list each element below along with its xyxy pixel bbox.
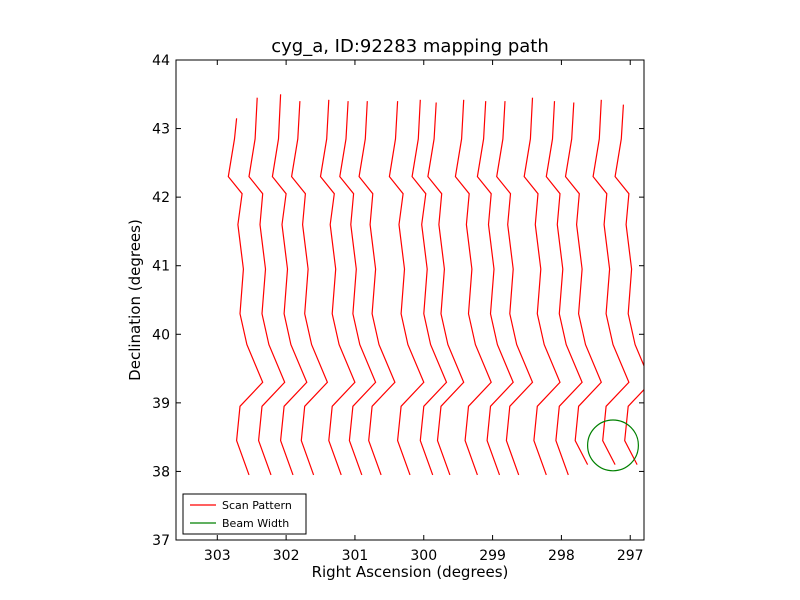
plot-content xyxy=(227,94,644,476)
scan-column xyxy=(592,99,630,465)
y-tick-label: 41 xyxy=(152,259,170,275)
scan-column xyxy=(411,99,448,476)
y-tick-label: 37 xyxy=(152,533,170,549)
x-tick-label: 303 xyxy=(204,548,231,564)
scan-column xyxy=(614,104,644,465)
y-axis-label: Declination (degrees) xyxy=(126,219,144,381)
x-tick-label: 300 xyxy=(410,548,437,564)
x-tick-label: 299 xyxy=(479,548,506,564)
legend-scan-pattern-label: Scan Pattern xyxy=(222,499,292,512)
legend-box xyxy=(182,493,307,535)
beam-width-circle xyxy=(586,419,639,472)
scan-column xyxy=(523,97,561,476)
scan-column xyxy=(358,101,396,476)
x-tick-label: 297 xyxy=(617,548,644,564)
legend-beam-width-label: Beam Width xyxy=(222,517,289,530)
scan-column xyxy=(290,101,329,476)
scan-column xyxy=(227,118,264,476)
y-tick-label: 38 xyxy=(152,464,170,480)
chart-title: cyg_a, ID:92283 mapping path xyxy=(271,36,549,57)
y-tick-label: 39 xyxy=(152,396,170,412)
scan-column xyxy=(427,102,465,476)
scan-column xyxy=(339,101,377,476)
plot-frame xyxy=(175,59,645,541)
scan-column xyxy=(248,97,286,476)
x-tick-label: 298 xyxy=(548,548,575,564)
scan-column xyxy=(271,94,308,476)
scan-pattern-series xyxy=(227,94,644,476)
scan-column xyxy=(476,101,514,476)
x-tick-label: 302 xyxy=(273,548,300,564)
x-axis: 303 302 301 300 299 298 297 xyxy=(204,60,644,564)
x-axis-label: Right Ascension (degrees) xyxy=(312,563,509,581)
scan-column xyxy=(564,102,603,465)
legend: Scan Pattern Beam Width xyxy=(182,493,307,535)
x-tick-label: 301 xyxy=(342,548,369,564)
scan-column xyxy=(496,101,534,476)
scan-column xyxy=(388,101,425,476)
y-tick-label: 44 xyxy=(152,53,170,69)
scan-column xyxy=(454,99,492,476)
y-tick-label: 40 xyxy=(152,327,170,343)
y-tick-label: 42 xyxy=(152,190,170,206)
scan-column xyxy=(319,99,356,476)
y-axis: 37 38 39 40 41 42 43 44 xyxy=(152,53,644,549)
y-tick-label: 43 xyxy=(152,122,170,138)
scan-column xyxy=(545,101,583,476)
